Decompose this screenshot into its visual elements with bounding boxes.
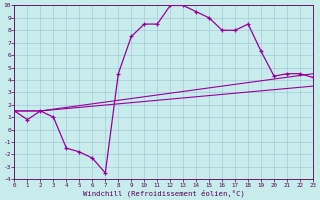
X-axis label: Windchill (Refroidissement éolien,°C): Windchill (Refroidissement éolien,°C) (83, 189, 245, 197)
